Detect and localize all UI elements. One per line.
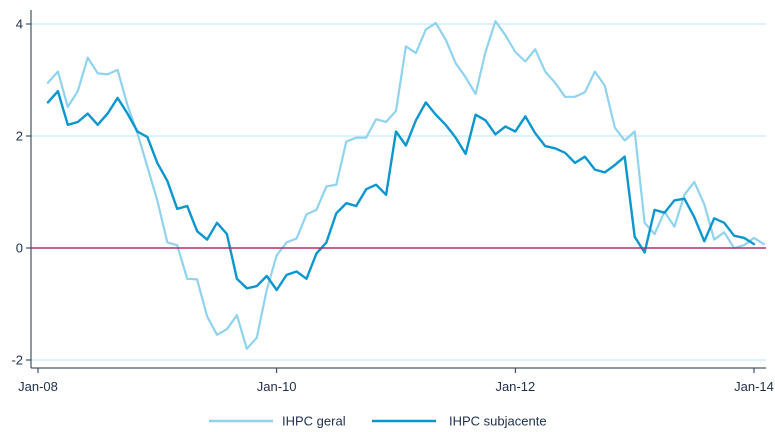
x-tick-label: Jan-12 (495, 379, 535, 394)
axes: -2 0 2 4 Jan-08 Jan-10 Jan-12 Jan-14 (11, 10, 774, 394)
x-tick-label: Jan-14 (734, 379, 774, 394)
series-line-ihpc-subjacente (46, 89, 756, 292)
y-tick-label: 4 (16, 17, 23, 32)
legend: IHPC geral IHPC subjacente (209, 414, 547, 429)
x-tick-label: Jan-08 (18, 379, 58, 394)
y-tick-label: -2 (11, 353, 23, 368)
series-line-ihpc-geral (46, 20, 766, 350)
legend-label: IHPC subjacente (449, 414, 547, 429)
y-tick-label: 2 (16, 129, 23, 144)
legend-label: IHPC geral (282, 414, 346, 429)
x-tick-label: Jan-10 (257, 379, 297, 394)
y-tick-label: 0 (16, 241, 23, 256)
series-lines (31, 20, 766, 350)
gridlines (31, 23, 766, 361)
